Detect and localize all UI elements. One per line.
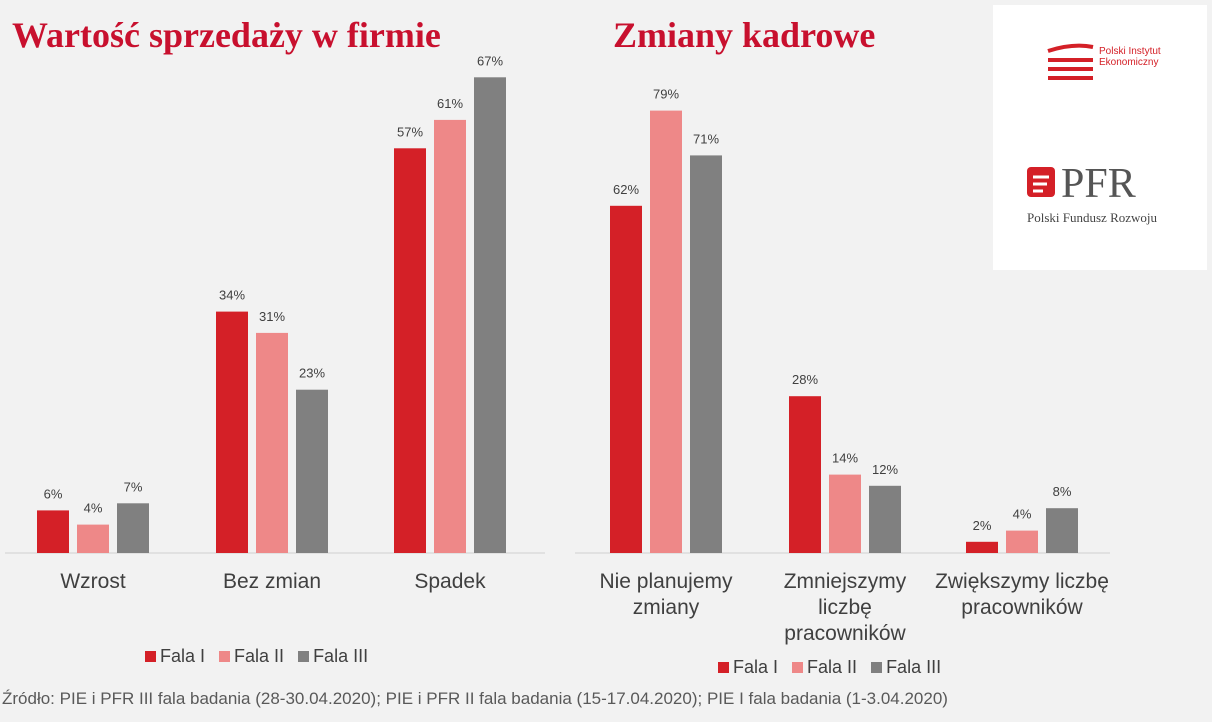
legend-item: Fala III	[871, 657, 941, 678]
data-label: 12%	[872, 462, 898, 477]
bar	[829, 474, 861, 553]
data-label: 57%	[397, 124, 423, 139]
legend-label: Fala II	[807, 657, 858, 677]
legend-swatch	[718, 662, 729, 673]
data-label: 23%	[299, 366, 325, 381]
legend-item: Fala II	[219, 646, 284, 667]
data-label: 8%	[1053, 484, 1072, 499]
legend-swatch	[871, 662, 883, 673]
bar	[610, 205, 642, 554]
bar	[690, 155, 722, 553]
data-label: 71%	[693, 131, 719, 146]
logo-art	[1027, 43, 1094, 197]
bar	[394, 148, 426, 554]
logo-panel: Polski Instytut Ekonomiczny PFR Polski F…	[993, 5, 1207, 270]
legend-swatch	[792, 662, 804, 673]
bar	[1046, 508, 1078, 553]
legend-label: Fala III	[313, 646, 369, 666]
chart-title: Zmiany kadrowe	[613, 15, 876, 55]
x-tick-label: Wzrost	[60, 570, 126, 593]
legend-label: Fala II	[234, 646, 285, 666]
x-tick-label: Nie planujemy zmiany	[599, 570, 733, 619]
pfr-logo-text: PFR	[1061, 161, 1136, 207]
legend-swatch	[145, 651, 156, 662]
legend: Fala I Fala II Fala III	[718, 657, 941, 678]
data-label: 61%	[437, 96, 463, 111]
data-label: 6%	[44, 486, 63, 501]
legend-item: Fala I	[718, 657, 778, 678]
bar	[256, 332, 288, 553]
bar	[77, 524, 109, 553]
legend-label: Fala III	[886, 657, 942, 677]
legend-swatch	[219, 651, 231, 662]
data-label: 67%	[477, 53, 503, 68]
x-tick-label: Bez zmian	[222, 570, 322, 593]
data-label: 2%	[973, 518, 992, 533]
data-label: 7%	[124, 479, 143, 494]
x-tick-label: Zwiększymy liczbę pracowników	[935, 570, 1109, 619]
data-label: 14%	[832, 451, 858, 466]
bar	[117, 503, 149, 553]
bar	[474, 77, 506, 554]
bar	[216, 311, 248, 553]
data-label: 4%	[84, 501, 103, 516]
legend-swatch	[298, 651, 310, 662]
bar	[650, 110, 682, 553]
legend: Fala I Fala II Fala III	[145, 646, 368, 667]
bar	[1006, 530, 1038, 553]
bar	[434, 119, 466, 554]
legend-item: Fala II	[792, 657, 857, 678]
legend-label: Fala I	[733, 657, 779, 677]
source-note: Źródło: PIE i PFR III fala badania (28-3…	[2, 689, 948, 708]
legend-item: Fala I	[145, 646, 205, 667]
bar	[869, 485, 901, 553]
bar	[37, 510, 69, 553]
bar	[966, 541, 998, 553]
data-label: 34%	[219, 288, 245, 303]
data-label: 4%	[1013, 507, 1032, 522]
bar	[789, 396, 821, 553]
bar	[296, 389, 328, 553]
legend-item: Fala III	[298, 646, 368, 667]
chart-title: Wartość sprzedaży w firmie	[12, 15, 441, 55]
data-label: 79%	[653, 87, 679, 102]
x-tick-label: Spadek	[414, 570, 486, 593]
x-tick-label: Zmniejszymy liczbę pracowników	[783, 570, 907, 645]
data-label: 31%	[259, 309, 285, 324]
pie-logo-text: Polski Instytut Ekonomiczny	[1099, 46, 1161, 68]
data-label: 28%	[792, 372, 818, 387]
legend-label: Fala I	[160, 646, 206, 666]
pfr-logo-name: Polski Fundusz Rozwoju	[1027, 210, 1158, 225]
data-label: 62%	[613, 182, 639, 197]
